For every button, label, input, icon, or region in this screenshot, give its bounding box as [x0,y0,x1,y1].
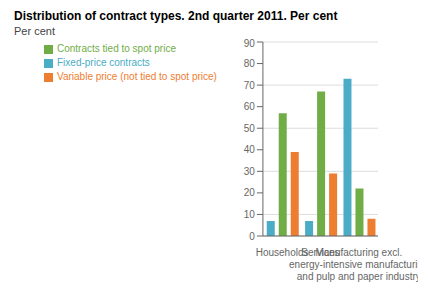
svg-text:60: 60 [244,101,256,112]
html-text:Distribution of contract types: Distribution of contract types. 2nd quar… [14,9,338,23]
svg-text:30: 30 [244,166,256,177]
svg-text:70: 70 [244,80,256,91]
html-text:Per cent: Per cent [14,25,55,37]
html-text:Contracts tied to spot price: Contracts tied to spot price [57,43,176,54]
svg-text:Manufacturing excl.energy-inte: Manufacturing excl.energy-intensive manu… [289,247,418,282]
svg-text:80: 80 [244,58,256,69]
html-text:Fixed-price contracts: Fixed-price contracts [57,57,150,68]
html-text:Variable price (not tied to sp: Variable price (not tied to spot price) [57,71,217,82]
svg-text:50: 50 [244,123,256,134]
svg-text:Households: Households [255,247,309,258]
svg-text:40: 40 [244,144,256,155]
svg-text:90: 90 [244,38,256,49]
svg-text:0: 0 [249,231,255,242]
svg-text:10: 10 [244,209,256,220]
svg-text:20: 20 [244,187,256,198]
